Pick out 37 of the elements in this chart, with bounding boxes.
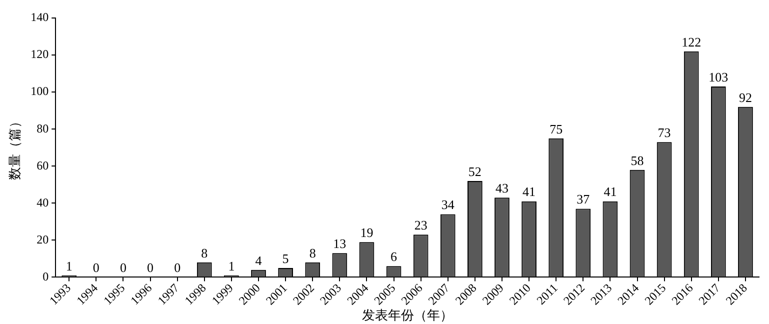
y-tick-label: 80 xyxy=(36,121,49,136)
data-label: 75 xyxy=(550,121,563,136)
data-label: 19 xyxy=(360,224,374,240)
data-label: 0 xyxy=(147,260,154,276)
y-tick-label: 0 xyxy=(42,269,49,284)
x-axis-title: 发表年份（年） xyxy=(362,308,453,323)
data-label: 5 xyxy=(282,250,289,266)
data-label: 122 xyxy=(682,34,702,50)
data-label: 92 xyxy=(738,90,752,105)
y-tick-label: 60 xyxy=(36,158,49,172)
data-label: 41 xyxy=(522,184,536,200)
data-label: 8 xyxy=(201,245,208,260)
data-label: 8 xyxy=(309,245,316,260)
data-label: 0 xyxy=(174,260,181,276)
data-label: 103 xyxy=(708,69,728,84)
data-label: 0 xyxy=(120,260,126,276)
y-tick-label: 100 xyxy=(30,84,49,98)
data-label: 73 xyxy=(658,124,671,140)
data-label: 34 xyxy=(441,197,455,212)
data-label: 1 xyxy=(66,258,72,274)
data-label: 37 xyxy=(576,192,590,207)
y-tick-label: 140 xyxy=(30,10,49,24)
data-label: 41 xyxy=(604,184,617,200)
x-tick-label: 1999 xyxy=(208,280,236,308)
data-label: 13 xyxy=(333,236,346,252)
y-tick-label: 120 xyxy=(30,47,49,62)
data-label: 43 xyxy=(495,180,508,196)
data-label: 6 xyxy=(390,249,398,264)
data-label: 58 xyxy=(630,152,644,168)
data-label: 1 xyxy=(228,258,235,274)
y-axis-title: 数量（篇） xyxy=(7,115,22,180)
data-label: 23 xyxy=(414,218,428,233)
data-label: 4 xyxy=(255,252,262,268)
y-tick-label: 40 xyxy=(36,195,49,210)
data-label: 0 xyxy=(92,260,100,276)
y-tick-label: 20 xyxy=(36,232,49,246)
data-label: 52 xyxy=(468,164,482,179)
